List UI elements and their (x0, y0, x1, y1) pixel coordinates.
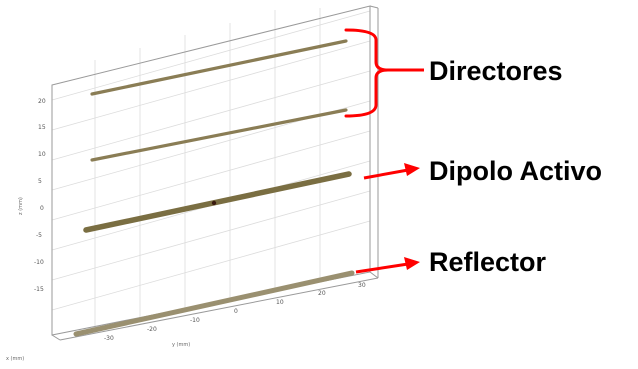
z-tick: -5 (36, 232, 42, 239)
reflector-element (73, 270, 355, 337)
y-tick: 20 (318, 290, 326, 297)
label-directores: Directores (429, 56, 563, 86)
z-tick: 20 (38, 98, 46, 105)
z-tick: 10 (38, 151, 46, 158)
directores-brace (344, 28, 390, 118)
z-tick: 5 (38, 178, 42, 185)
z-tick: -15 (34, 286, 44, 293)
z-tick: 0 (40, 205, 44, 212)
director-2-element (90, 39, 348, 96)
z-tick: -10 (34, 259, 44, 266)
z-tick: 15 (38, 124, 46, 131)
x-axis-label: x (mm) (6, 356, 24, 362)
y-axis-ticks: -30 -20 -10 0 10 20 30 (104, 282, 366, 342)
y-axis-label: y (mm) (172, 342, 190, 348)
y-tick: 10 (276, 299, 284, 306)
active-dipole-element (83, 171, 352, 233)
reflector-arrow-shaft (355, 262, 409, 274)
y-tick: -30 (104, 335, 114, 342)
y-tick: 30 (358, 282, 366, 289)
axes-frame (51, 5, 379, 341)
director-1-element (90, 108, 348, 162)
label-dipolo-activo: Dipolo Activo (429, 156, 602, 186)
label-reflector: Reflector (429, 247, 547, 277)
dipolo-arrow-head (404, 163, 420, 176)
z-axis-label: z (mm) (18, 197, 24, 215)
y-tick: -20 (147, 326, 157, 333)
dipolo-arrow-shaft (363, 168, 409, 180)
y-tick: 0 (234, 308, 238, 315)
y-tick: -10 (190, 317, 200, 324)
active-dipole-feed (211, 200, 217, 206)
z-axis-ticks: 20 15 10 5 0 -5 -10 -15 (34, 98, 46, 293)
reflector-arrow-head (404, 257, 420, 270)
